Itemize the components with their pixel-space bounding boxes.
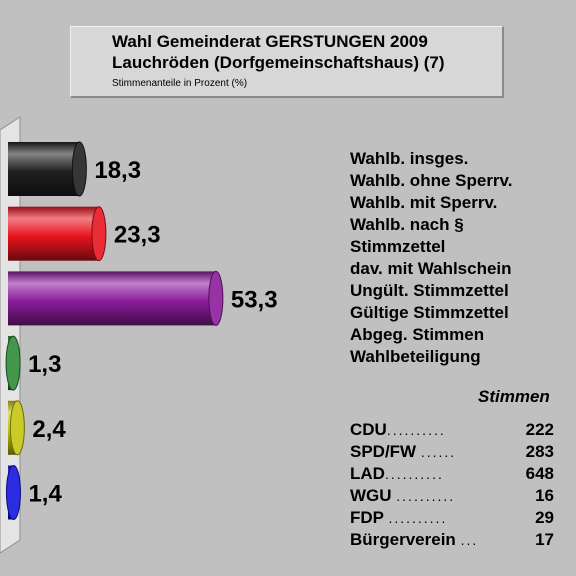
vote-dots: ... [460, 532, 479, 548]
bar-value-label: 23,3 [114, 222, 161, 249]
vote-count: 283 [525, 442, 554, 461]
turnout-info-list: Wahlb. insges. Wahlb. ohne Sperrv. Wahlb… [350, 148, 512, 368]
info-row: Wahlb. nach § [350, 215, 464, 234]
info-row: Wahlbeteiligung [350, 347, 481, 366]
votes-table: CDU.......... 222 SPD/FW ...... 283 LAD.… [350, 419, 556, 551]
vote-dots: ...... [420, 444, 457, 460]
vote-dots: .......... [386, 422, 446, 438]
vote-party-name: SPD/FW [350, 442, 417, 461]
bar-end-cap [5, 465, 21, 520]
bar-end-cap [71, 141, 87, 197]
bar-fdp: 2,4 [8, 400, 66, 456]
bar-value-label: 2,4 [32, 416, 66, 443]
info-row: dav. mit Wahlschein [350, 259, 512, 278]
vote-party-name: LAD [350, 464, 385, 483]
vote-dots: .......... [388, 510, 448, 526]
bar-b-rgerverein: 1,4 [5, 465, 62, 520]
bar-end-cap [208, 270, 224, 326]
vote-row: Bürgerverein ... 17 [350, 529, 556, 551]
bar-value-label: 1,4 [28, 481, 62, 508]
vote-row: LAD.......... 648 [350, 463, 556, 485]
vote-row: FDP .......... 29 [350, 507, 556, 529]
vote-dots: .......... [396, 488, 456, 504]
vote-count: 29 [535, 508, 554, 527]
vote-party-name: CDU [350, 420, 387, 439]
vote-dots: .......... [384, 466, 444, 482]
chart-title-box: Wahl Gemeinderat GERSTUNGEN 2009 Lauchrö… [70, 26, 504, 98]
vote-party-name: Bürgerverein [350, 530, 456, 549]
info-row: Ungült. Stimmzettel [350, 281, 509, 300]
bar-lad: 53,3 [8, 270, 278, 326]
chart-title-location: Lauchröden (Dorfgemeinschaftshaus) (7) [112, 53, 445, 72]
vote-count: 17 [535, 530, 554, 549]
bar-body [8, 206, 99, 261]
bar-wgu: 1,3 [5, 335, 61, 391]
bar-end-cap [5, 335, 21, 391]
info-row: Gültige Stimmzettel [350, 303, 509, 322]
vote-party-name: FDP [350, 508, 384, 527]
bar-end-cap [9, 400, 25, 456]
bar-end-cap [91, 206, 107, 262]
bar-value-label: 1,3 [28, 351, 61, 378]
bar-value-label: 53,3 [231, 286, 278, 313]
bar-cdu: 18,3 [8, 141, 141, 197]
bar-value-label: 18,3 [94, 157, 141, 184]
bar-spd-fw: 23,3 [8, 206, 161, 262]
bar-body [8, 271, 216, 326]
votes-header: Stimmen [478, 387, 550, 406]
info-row: Stimmzettel [350, 237, 446, 256]
info-row: Wahlb. insges. [350, 149, 469, 168]
vote-row: CDU.......... 222 [350, 419, 556, 441]
vote-party-name: WGU [350, 486, 392, 505]
vote-row: SPD/FW ...... 283 [350, 441, 556, 463]
info-row: Wahlb. mit Sperrv. [350, 193, 498, 212]
bar-body [8, 142, 80, 196]
info-row: Wahlb. ohne Sperrv. [350, 171, 513, 190]
vote-count: 222 [525, 420, 554, 439]
chart-title: Wahl Gemeinderat GERSTUNGEN 2009 [112, 32, 428, 51]
chart-subtitle: Stimmenanteile in Prozent (%) [112, 78, 248, 89]
info-row: Abgeg. Stimmen [350, 325, 485, 344]
vote-count: 648 [525, 464, 554, 483]
vote-row: WGU .......... 16 [350, 485, 556, 507]
vote-count: 16 [535, 486, 554, 505]
